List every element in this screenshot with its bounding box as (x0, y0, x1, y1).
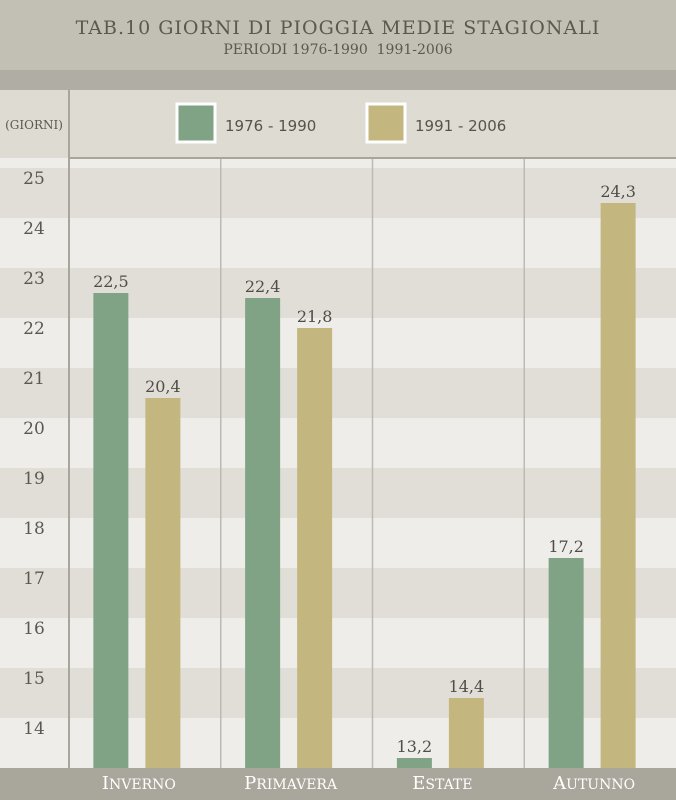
bar-series-1-autunno (548, 558, 584, 768)
bar-series-1-inverno (93, 293, 129, 768)
x-tick-label: ESTATE (412, 773, 472, 794)
y-tick-label: 24 (23, 219, 45, 239)
legend: 1976 - 1990 1991 - 2006 (175, 102, 506, 144)
header-background (0, 0, 676, 70)
bar-series-2-primavera (297, 328, 333, 768)
y-tick-label: 18 (23, 519, 45, 539)
bar-labels: 22,5 20,4 22,4 21,8 13,2 14,4 17,2 24,3 (93, 182, 636, 756)
legend-label-series-1: 1976 - 1990 (225, 117, 316, 135)
y-tick-label: 17 (23, 569, 45, 589)
bar-value-label: 14,4 (449, 677, 485, 696)
bar-value-label: 20,4 (145, 377, 181, 396)
bars (93, 203, 636, 768)
x-tick-label: PRIMAVERA (244, 773, 338, 794)
y-axis-unit-label: (GIORNI) (5, 118, 63, 132)
chart-title: TAB.10 GIORNI DI PIOGGIA MEDIE STAGIONAL… (76, 17, 601, 39)
y-tick-label: 22 (23, 319, 45, 339)
y-tick-label: 15 (23, 669, 45, 689)
x-axis-labels: INVERNO PRIMAVERA ESTATE AUTUNNO (102, 773, 635, 794)
x-tick-label: INVERNO (102, 773, 176, 794)
bar-value-label: 13,2 (397, 737, 433, 756)
grid-band (0, 168, 676, 218)
legend-swatch-series-2 (365, 102, 407, 144)
bar-value-label: 22,5 (93, 272, 129, 291)
grid-band (0, 218, 676, 268)
legend-row-background (0, 90, 676, 158)
y-tick-label: 21 (23, 369, 45, 389)
bar-value-label: 17,2 (548, 537, 584, 556)
bar-series-2-estate (448, 698, 484, 768)
y-tick-label: 20 (23, 419, 45, 439)
bar-series-1-estate (396, 758, 432, 768)
header-divider-band (0, 70, 676, 90)
bar-series-2-inverno (145, 398, 181, 768)
legend-swatch-series-1 (175, 102, 217, 144)
legend-label-series-2: 1991 - 2006 (415, 117, 506, 135)
grid-band (0, 158, 676, 168)
chart-subtitle: PERIODI 1976-1990 1991-2006 (223, 42, 452, 58)
y-tick-label: 16 (23, 619, 45, 639)
y-tick-label: 23 (23, 269, 45, 289)
bar-series-2-autunno (600, 203, 636, 768)
x-tick-label: AUTUNNO (552, 773, 635, 794)
bar-value-label: 21,8 (297, 307, 333, 326)
x-axis-strip (0, 768, 676, 800)
y-tick-label: 25 (23, 169, 45, 189)
category-dividers (220, 158, 525, 768)
y-tick-label: 19 (23, 469, 45, 489)
y-tick-label: 14 (23, 719, 45, 739)
bar-value-label: 24,3 (600, 182, 636, 201)
bar-value-label: 22,4 (245, 277, 281, 296)
bar-series-1-primavera (245, 298, 281, 768)
y-axis-ticks: 25 24 23 22 21 20 19 18 17 16 15 14 (23, 169, 45, 739)
